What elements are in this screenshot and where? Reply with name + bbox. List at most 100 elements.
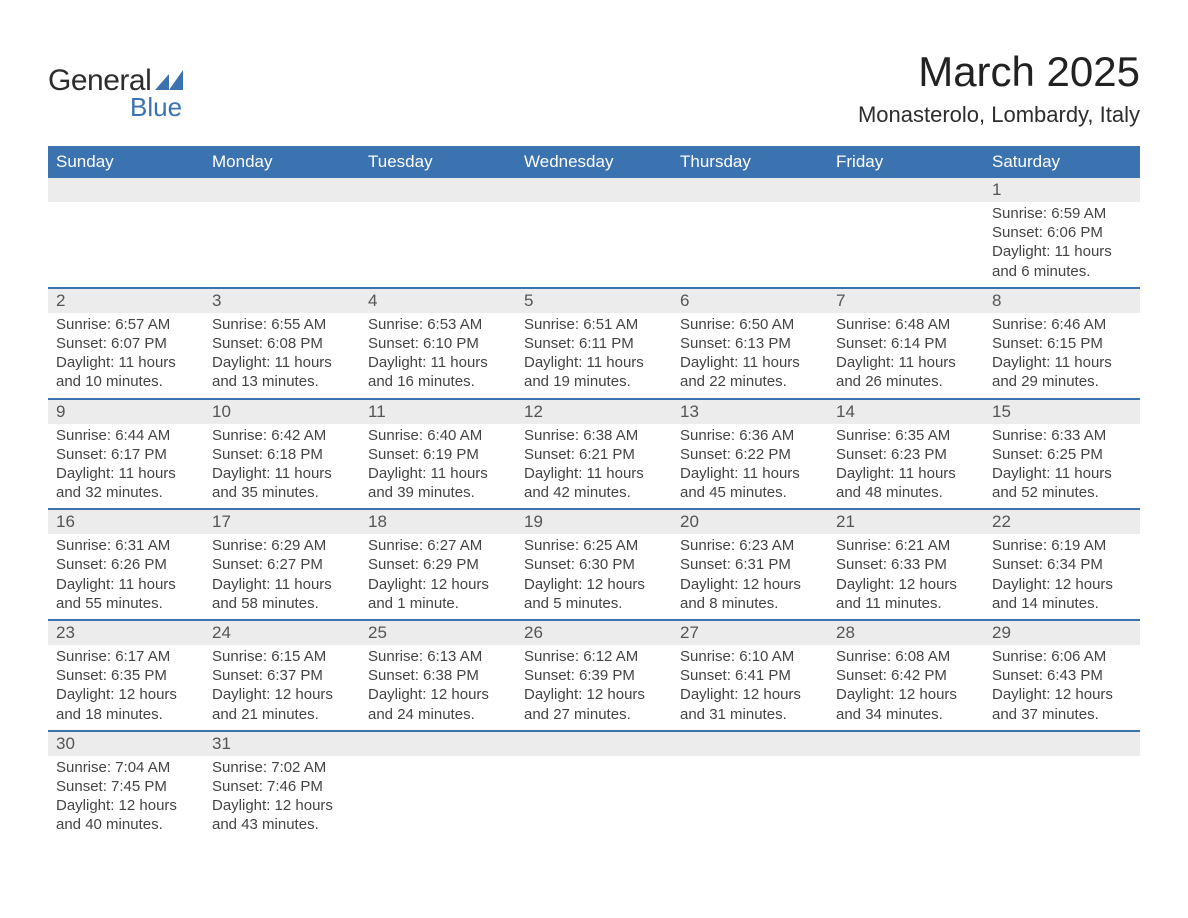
day-data: Sunrise: 6:33 AMSunset: 6:25 PMDaylight:… <box>984 424 1140 509</box>
calendar-cell: 12Sunrise: 6:38 AMSunset: 6:21 PMDayligh… <box>516 399 672 510</box>
sunset-text: Sunset: 6:18 PM <box>212 445 352 464</box>
day-header: Friday <box>828 146 984 178</box>
day-number: 29 <box>984 621 1140 645</box>
sunset-text: Sunset: 6:34 PM <box>992 555 1132 574</box>
day-data: Sunrise: 6:48 AMSunset: 6:14 PMDaylight:… <box>828 313 984 398</box>
daylight-text: Daylight: 12 hours and 34 minutes. <box>836 685 976 723</box>
calendar-cell <box>360 178 516 288</box>
day-header: Wednesday <box>516 146 672 178</box>
calendar-cell: 2Sunrise: 6:57 AMSunset: 6:07 PMDaylight… <box>48 288 204 399</box>
day-data: Sunrise: 6:38 AMSunset: 6:21 PMDaylight:… <box>516 424 672 509</box>
calendar-cell <box>204 178 360 288</box>
calendar-cell <box>672 178 828 288</box>
day-data: Sunrise: 6:17 AMSunset: 6:35 PMDaylight:… <box>48 645 204 730</box>
calendar-week-row: 23Sunrise: 6:17 AMSunset: 6:35 PMDayligh… <box>48 620 1140 731</box>
logo-text-blue: Blue <box>130 92 183 123</box>
day-number: 3 <box>204 289 360 313</box>
day-header: Tuesday <box>360 146 516 178</box>
calendar-cell: 9Sunrise: 6:44 AMSunset: 6:17 PMDaylight… <box>48 399 204 510</box>
calendar-cell: 7Sunrise: 6:48 AMSunset: 6:14 PMDaylight… <box>828 288 984 399</box>
sunrise-text: Sunrise: 6:17 AM <box>56 647 196 666</box>
calendar-cell: 31Sunrise: 7:02 AMSunset: 7:46 PMDayligh… <box>204 731 360 841</box>
day-data: Sunrise: 6:29 AMSunset: 6:27 PMDaylight:… <box>204 534 360 619</box>
day-data <box>984 756 1140 828</box>
day-data <box>48 202 204 274</box>
sunrise-text: Sunrise: 6:48 AM <box>836 315 976 334</box>
daylight-text: Daylight: 12 hours and 24 minutes. <box>368 685 508 723</box>
calendar-cell: 13Sunrise: 6:36 AMSunset: 6:22 PMDayligh… <box>672 399 828 510</box>
day-data: Sunrise: 6:13 AMSunset: 6:38 PMDaylight:… <box>360 645 516 730</box>
sunrise-text: Sunrise: 6:19 AM <box>992 536 1132 555</box>
day-number <box>516 178 672 202</box>
day-data <box>516 202 672 274</box>
daylight-text: Daylight: 12 hours and 21 minutes. <box>212 685 352 723</box>
daylight-text: Daylight: 11 hours and 42 minutes. <box>524 464 664 502</box>
sunrise-text: Sunrise: 6:27 AM <box>368 536 508 555</box>
daylight-text: Daylight: 11 hours and 13 minutes. <box>212 353 352 391</box>
sunrise-text: Sunrise: 6:44 AM <box>56 426 196 445</box>
day-number: 16 <box>48 510 204 534</box>
calendar-cell <box>984 731 1140 841</box>
daylight-text: Daylight: 11 hours and 45 minutes. <box>680 464 820 502</box>
sunrise-text: Sunrise: 6:06 AM <box>992 647 1132 666</box>
sunset-text: Sunset: 6:35 PM <box>56 666 196 685</box>
day-number: 28 <box>828 621 984 645</box>
calendar-cell <box>516 178 672 288</box>
sunrise-text: Sunrise: 6:57 AM <box>56 315 196 334</box>
day-data <box>828 202 984 274</box>
calendar-table: Sunday Monday Tuesday Wednesday Thursday… <box>48 146 1140 841</box>
sunset-text: Sunset: 6:30 PM <box>524 555 664 574</box>
daylight-text: Daylight: 11 hours and 39 minutes. <box>368 464 508 502</box>
calendar-cell <box>828 178 984 288</box>
calendar-cell: 10Sunrise: 6:42 AMSunset: 6:18 PMDayligh… <box>204 399 360 510</box>
daylight-text: Daylight: 11 hours and 48 minutes. <box>836 464 976 502</box>
day-number: 7 <box>828 289 984 313</box>
calendar-cell: 24Sunrise: 6:15 AMSunset: 6:37 PMDayligh… <box>204 620 360 731</box>
day-number: 22 <box>984 510 1140 534</box>
day-data: Sunrise: 6:35 AMSunset: 6:23 PMDaylight:… <box>828 424 984 509</box>
sunset-text: Sunset: 6:26 PM <box>56 555 196 574</box>
daylight-text: Daylight: 11 hours and 6 minutes. <box>992 242 1132 280</box>
day-number <box>672 178 828 202</box>
day-data: Sunrise: 7:04 AMSunset: 7:45 PMDaylight:… <box>48 756 204 841</box>
calendar-cell: 3Sunrise: 6:55 AMSunset: 6:08 PMDaylight… <box>204 288 360 399</box>
sunrise-text: Sunrise: 6:50 AM <box>680 315 820 334</box>
daylight-text: Daylight: 11 hours and 29 minutes. <box>992 353 1132 391</box>
daylight-text: Daylight: 11 hours and 19 minutes. <box>524 353 664 391</box>
sunset-text: Sunset: 6:21 PM <box>524 445 664 464</box>
sunset-text: Sunset: 6:22 PM <box>680 445 820 464</box>
day-number: 26 <box>516 621 672 645</box>
day-data: Sunrise: 6:19 AMSunset: 6:34 PMDaylight:… <box>984 534 1140 619</box>
sunset-text: Sunset: 6:27 PM <box>212 555 352 574</box>
day-data <box>360 202 516 274</box>
sunrise-text: Sunrise: 6:10 AM <box>680 647 820 666</box>
header-row: General Blue March 2025 Monasterolo, Lom… <box>48 48 1140 128</box>
day-number <box>984 732 1140 756</box>
sunset-text: Sunset: 6:41 PM <box>680 666 820 685</box>
sunset-text: Sunset: 6:08 PM <box>212 334 352 353</box>
day-data: Sunrise: 6:27 AMSunset: 6:29 PMDaylight:… <box>360 534 516 619</box>
sunrise-text: Sunrise: 6:40 AM <box>368 426 508 445</box>
calendar-cell: 26Sunrise: 6:12 AMSunset: 6:39 PMDayligh… <box>516 620 672 731</box>
daylight-text: Daylight: 12 hours and 5 minutes. <box>524 575 664 613</box>
sunset-text: Sunset: 6:33 PM <box>836 555 976 574</box>
day-number: 18 <box>360 510 516 534</box>
daylight-text: Daylight: 12 hours and 27 minutes. <box>524 685 664 723</box>
daylight-text: Daylight: 12 hours and 40 minutes. <box>56 796 196 834</box>
daylight-text: Daylight: 11 hours and 35 minutes. <box>212 464 352 502</box>
day-data <box>672 202 828 274</box>
sunset-text: Sunset: 6:25 PM <box>992 445 1132 464</box>
sunrise-text: Sunrise: 6:53 AM <box>368 315 508 334</box>
calendar-cell: 27Sunrise: 6:10 AMSunset: 6:41 PMDayligh… <box>672 620 828 731</box>
calendar-cell <box>48 178 204 288</box>
day-header: Sunday <box>48 146 204 178</box>
day-data: Sunrise: 6:57 AMSunset: 6:07 PMDaylight:… <box>48 313 204 398</box>
day-data <box>204 202 360 274</box>
day-data <box>360 756 516 828</box>
day-data: Sunrise: 7:02 AMSunset: 7:46 PMDaylight:… <box>204 756 360 841</box>
day-number: 31 <box>204 732 360 756</box>
daylight-text: Daylight: 12 hours and 1 minute. <box>368 575 508 613</box>
sunrise-text: Sunrise: 6:23 AM <box>680 536 820 555</box>
day-header: Monday <box>204 146 360 178</box>
day-number: 13 <box>672 400 828 424</box>
